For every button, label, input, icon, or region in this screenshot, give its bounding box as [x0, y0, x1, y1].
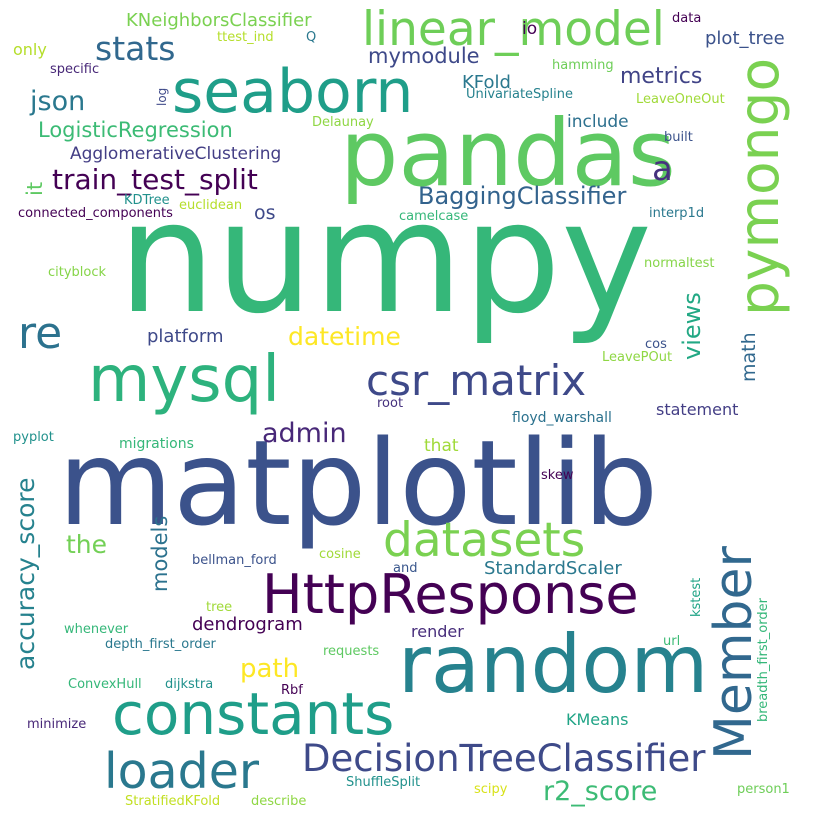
word-decisiontreeclassifier: DecisionTreeClassifier — [302, 737, 706, 780]
word-root: root — [377, 396, 404, 411]
word-matplotlib: matplotlib — [58, 414, 659, 552]
word-kneighborsclassifier: KNeighborsClassifier — [126, 10, 312, 31]
word-linear-model: linear_model — [362, 2, 665, 57]
word-seaborn: seaborn — [172, 57, 414, 127]
word-kdtree: KDTree — [124, 193, 170, 208]
word-leaveoneout: LeaveOneOut — [636, 92, 725, 107]
word-interp1d: interp1d — [649, 206, 705, 221]
word-cos: cos — [645, 337, 667, 352]
word-ttest-ind: ttest_ind — [217, 30, 274, 45]
word-dijkstra: dijkstra — [165, 677, 214, 692]
word-convexhull: ConvexHull — [68, 677, 142, 692]
word-kfold: KFold — [462, 72, 511, 93]
word-pymongo: pymongo — [727, 57, 791, 316]
word-os: os — [254, 202, 276, 224]
word-camelcase: camelcase — [399, 209, 469, 224]
word-leavepout: LeavePOut — [602, 350, 673, 365]
word-describe: describe — [251, 794, 307, 809]
word-whenever: whenever — [64, 622, 129, 637]
word-migrations: migrations — [119, 436, 194, 452]
word-metrics: metrics — [620, 64, 703, 89]
word-rbf: Rbf — [281, 683, 303, 698]
word-agglomerativeclustering: AgglomerativeClustering — [70, 144, 282, 164]
word-bellman-ford: bellman_ford — [192, 553, 277, 568]
word-math: math — [738, 332, 760, 382]
word-re: re — [18, 308, 63, 359]
word-euclidean: euclidean — [179, 198, 243, 213]
word-standardscaler: StandardScaler — [484, 558, 622, 579]
word-render: render — [411, 622, 464, 641]
word-the: the — [66, 530, 108, 559]
word-tree: tree — [206, 600, 233, 615]
word-dendrogram: dendrogram — [192, 614, 303, 635]
word-only: only — [13, 40, 47, 59]
word-person1: person1 — [737, 782, 790, 797]
word-statement: statement — [656, 400, 739, 419]
word-depth-first-order: depth_first_order — [105, 637, 216, 652]
word-datetime: datetime — [288, 322, 401, 351]
word-member: Member — [704, 546, 764, 760]
word-specific: specific — [50, 62, 100, 77]
word-kstest: kstest — [689, 577, 704, 617]
word-univariatespline: UnivariateSpline — [466, 87, 574, 102]
word-logisticregression: LogisticRegression — [38, 118, 233, 142]
word-breadth-first-order: breadth_first_order — [756, 598, 771, 722]
word-minimize: minimize — [27, 717, 87, 732]
word-numpy: numpy — [118, 169, 653, 348]
word-floyd-warshall: floyd_warshall — [512, 410, 612, 426]
word-normaltest: normaltest — [644, 256, 715, 271]
word-train-test-split: train_test_split — [52, 163, 258, 196]
word-baggingclassifier: BaggingClassifier — [418, 182, 627, 210]
word-data: data — [672, 11, 702, 26]
word-built: built — [664, 130, 693, 145]
word-csr-matrix: csr_matrix — [366, 356, 587, 405]
word-admin: admin — [262, 418, 347, 449]
word-loader: loader — [104, 743, 260, 800]
word-constants: constants — [112, 680, 395, 748]
word-plot-tree: plot_tree — [705, 28, 785, 49]
word-httpresponse: HttpResponse — [262, 563, 639, 626]
word-kmeans: KMeans — [566, 710, 629, 729]
word-mysql: mysql — [88, 343, 280, 417]
word-log: log — [155, 87, 169, 106]
word-r2-score: r2_score — [543, 776, 658, 807]
word-platform: platform — [147, 326, 224, 347]
word-accuracy-score: accuracy_score — [11, 477, 40, 670]
word-cosine: cosine — [319, 547, 361, 562]
word-pandas: pandas — [340, 100, 676, 207]
word-connected-components: connected_components — [18, 206, 173, 221]
word-that: that — [424, 436, 459, 456]
word-include: include — [567, 112, 629, 132]
word-and: and — [393, 561, 418, 576]
word-scipy: scipy — [474, 782, 508, 797]
word-q: Q — [306, 30, 317, 45]
word-skew: skew — [541, 468, 574, 483]
word-random: random — [398, 618, 709, 711]
word-a: a — [652, 149, 673, 189]
word-stats: stats — [95, 29, 176, 68]
word-pyplot: pyplot — [13, 430, 54, 445]
word-stratifiedkfold: StratifiedKFold — [125, 794, 221, 809]
word-datasets: datasets — [383, 513, 586, 568]
word-delaunay: Delaunay — [312, 115, 374, 130]
word-url: url — [663, 634, 681, 649]
word-mymodule: mymodule — [368, 44, 480, 68]
word-shufflesplit: ShuffleSplit — [346, 775, 421, 790]
word-hamming: hamming — [552, 58, 614, 73]
word-models: models — [148, 515, 172, 592]
word-path: path — [240, 654, 300, 684]
word-json: json — [30, 86, 86, 117]
word-cityblock: cityblock — [48, 265, 107, 280]
word-views: views — [678, 292, 706, 360]
word-requests: requests — [323, 644, 380, 659]
word-it: it — [23, 181, 47, 196]
word-io: io — [522, 19, 538, 39]
